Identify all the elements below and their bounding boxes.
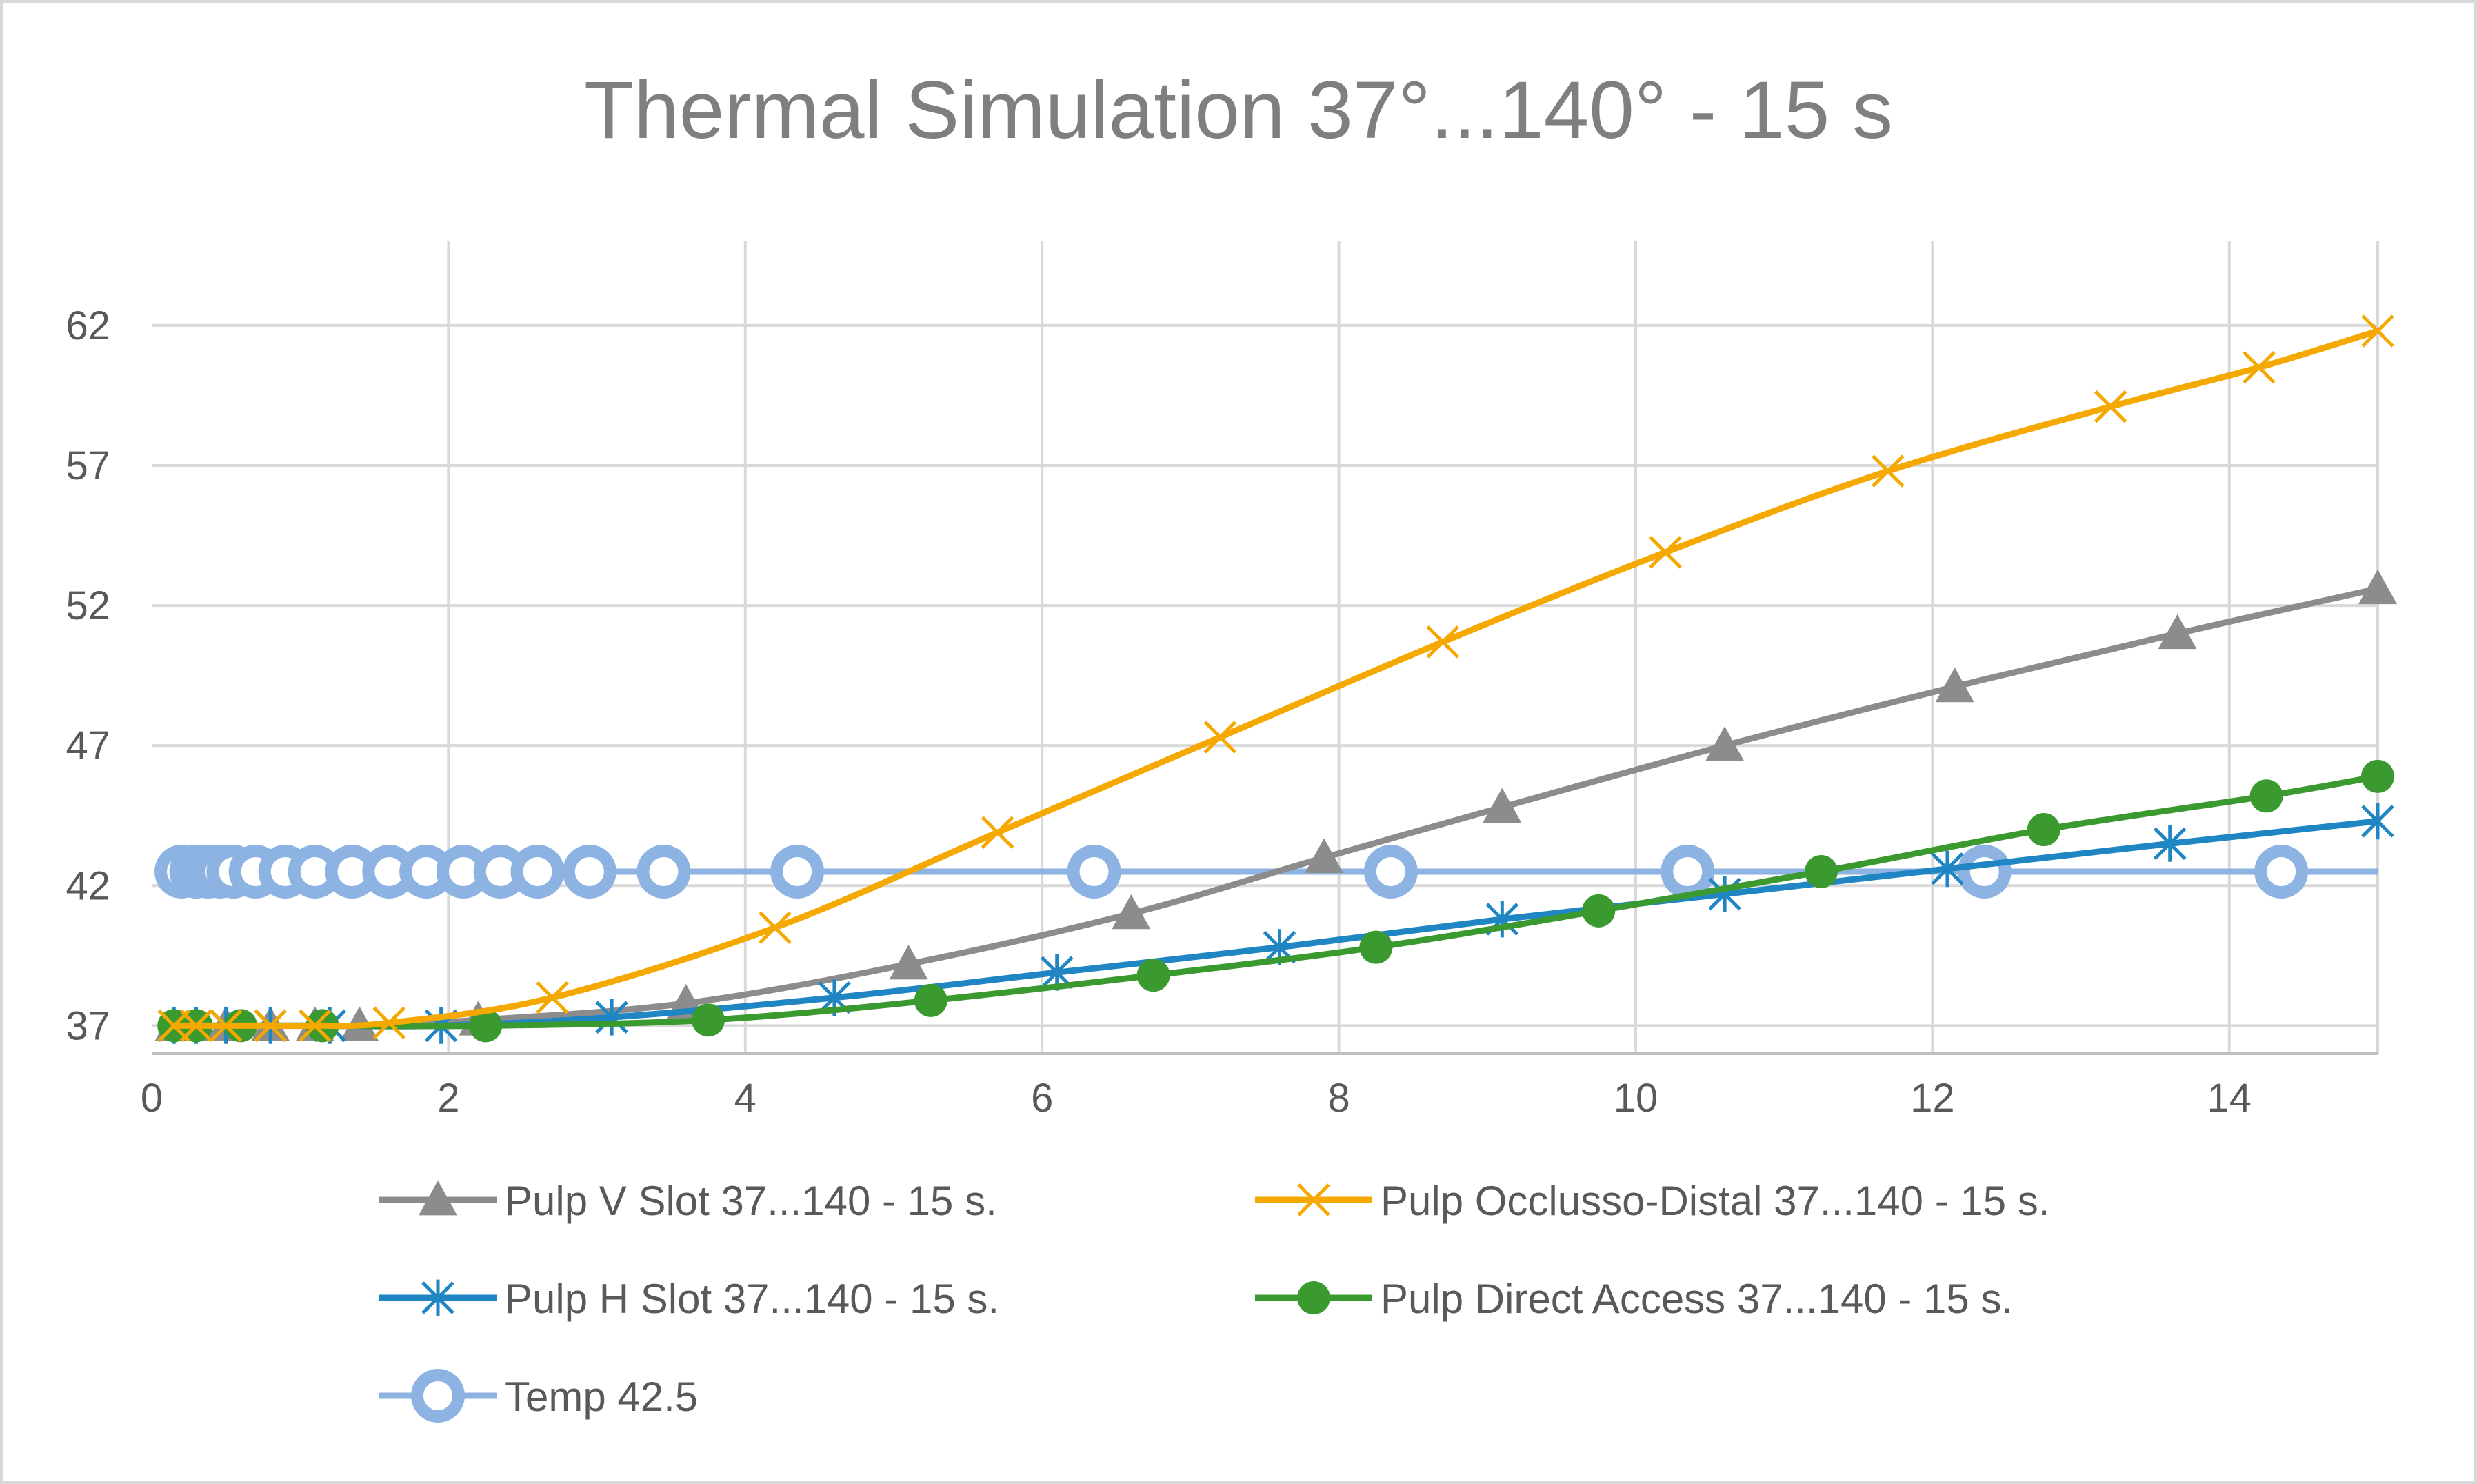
data-point <box>1359 930 1393 964</box>
data-point <box>1649 536 1682 569</box>
y-tick-label: 52 <box>66 583 110 628</box>
data-point <box>692 1003 725 1037</box>
data-point <box>1661 844 1715 899</box>
data-point <box>2094 390 2127 423</box>
legend-label: Pulp Direct Access 37...140 - 15 s. <box>1381 1276 2013 1322</box>
legend-item: Temp 42.5 <box>379 1369 698 1423</box>
axis-ticks: 0 2 4 6 8 10 12 14 37 42 47 52 57 62 <box>66 303 2252 1121</box>
data-point <box>595 999 628 1036</box>
y-tick-label: 47 <box>66 723 110 768</box>
y-tick-label: 37 <box>66 1003 110 1048</box>
data-point <box>1363 844 1418 899</box>
data-point <box>1931 850 1964 888</box>
data-point <box>889 945 928 980</box>
data-point <box>1805 854 1838 888</box>
data-point <box>562 844 616 899</box>
data-point <box>2361 759 2394 793</box>
data-point <box>1705 726 1745 761</box>
y-tick-label: 57 <box>66 443 110 488</box>
data-point <box>179 1009 213 1043</box>
x-tick-label: 10 <box>1614 1076 1658 1121</box>
x-tick-label: 12 <box>1910 1076 1955 1121</box>
legend-label: Pulp Occlusso-Distal 37...140 - 15 s. <box>1381 1178 2049 1224</box>
legend-item: Pulp H Slot 37...140 - 15 s. <box>379 1276 999 1322</box>
x-tick-label: 6 <box>1031 1076 1053 1121</box>
data-point <box>759 911 792 944</box>
data-point <box>2249 779 2283 813</box>
legend-label: Pulp H Slot 37...140 - 15 s. <box>505 1276 999 1322</box>
legend-label: Temp 42.5 <box>505 1374 698 1420</box>
x-tick-label: 14 <box>2207 1076 2252 1121</box>
data-point <box>1935 667 1974 703</box>
series-group <box>154 314 2397 1044</box>
data-point <box>1067 844 1121 899</box>
legend: Pulp V Slot 37...140 - 15 s. Pulp Occluss… <box>379 1178 2049 1423</box>
data-point <box>209 1009 243 1043</box>
data-point <box>2361 803 2394 840</box>
x-tick-label: 0 <box>141 1076 163 1121</box>
data-point <box>1957 844 2012 899</box>
chart-title: Thermal Simulation 37°...140° - 15 s <box>584 65 1893 156</box>
legend-marker <box>1297 1281 1330 1314</box>
y-tick-label: 42 <box>66 863 110 908</box>
data-point <box>1483 788 1522 823</box>
legend-item: Pulp Occlusso-Distal 37...140 - 15 s. <box>1255 1178 2049 1224</box>
data-point <box>2358 569 2397 605</box>
legend-marker <box>419 1181 457 1216</box>
data-point <box>1136 959 1170 992</box>
x-tick-label: 8 <box>1327 1076 1350 1121</box>
y-tick-label: 62 <box>66 303 110 348</box>
legend-item: Pulp Direct Access 37...140 - 15 s. <box>1255 1276 2013 1322</box>
data-point <box>2361 314 2394 348</box>
series-1 <box>157 314 2394 1043</box>
legend-marker <box>411 1369 465 1423</box>
data-point <box>1203 721 1237 754</box>
data-point <box>2158 614 2197 650</box>
data-point <box>981 816 1014 849</box>
legend-label: Pulp V Slot 37...140 - 15 s. <box>505 1178 997 1224</box>
data-point <box>298 1009 332 1043</box>
data-point <box>1305 838 1344 874</box>
data-point <box>1112 894 1151 930</box>
data-point <box>2153 825 2187 862</box>
data-point <box>372 1006 406 1040</box>
data-point <box>1426 625 1460 659</box>
data-point <box>536 981 569 1014</box>
data-point <box>1872 454 1905 488</box>
data-point <box>469 1009 503 1043</box>
x-tick-label: 4 <box>734 1076 756 1121</box>
data-point <box>914 983 947 1017</box>
data-point <box>254 1009 287 1043</box>
data-point <box>510 844 565 899</box>
data-point <box>636 844 691 899</box>
data-point <box>770 844 825 899</box>
x-tick-label: 2 <box>437 1076 459 1121</box>
data-point <box>2243 351 2276 384</box>
data-point <box>1582 894 1616 928</box>
legend-marker <box>421 1279 454 1316</box>
data-point <box>2027 813 2060 847</box>
legend-marker <box>1297 1183 1330 1216</box>
data-point <box>2254 844 2309 899</box>
legend-item: Pulp V Slot 37...140 - 15 s. <box>379 1178 997 1224</box>
